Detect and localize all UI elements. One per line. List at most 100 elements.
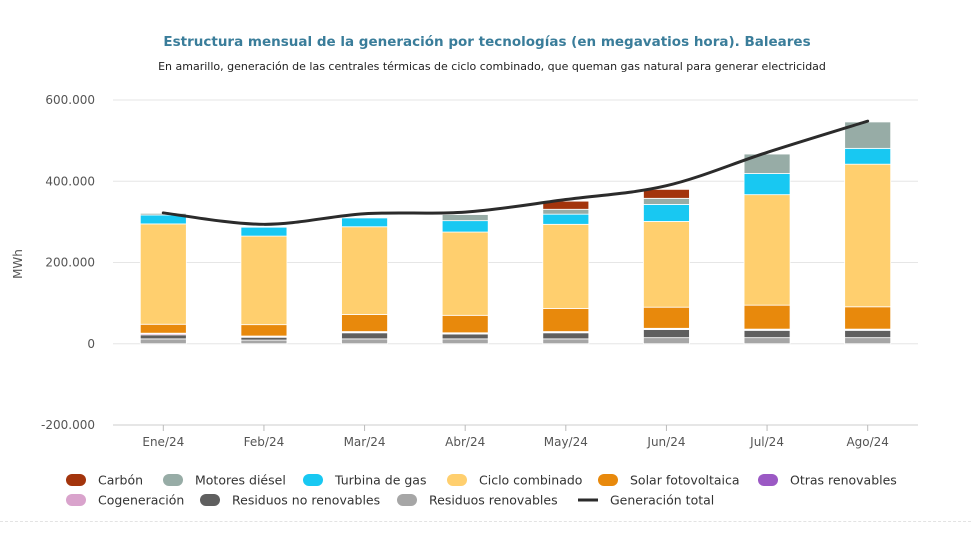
x-tick-label: Ene/24 xyxy=(142,435,184,449)
bar-stack xyxy=(542,200,590,345)
legend-label: Carbón xyxy=(98,473,143,488)
bar-segment xyxy=(643,221,690,308)
bar-stacks xyxy=(139,121,892,345)
bar-segment xyxy=(341,314,388,332)
chart-subtitle: En amarillo, generación de las centrales… xyxy=(158,60,826,73)
bar-segment xyxy=(643,204,690,222)
bar-segment xyxy=(743,304,791,330)
legend-label: Otras renovables xyxy=(790,473,897,488)
legend-item[interactable]: Residuos no renovables xyxy=(200,493,380,508)
bar-segment xyxy=(844,329,892,339)
bar-segment xyxy=(643,197,690,205)
bar-stack xyxy=(441,214,489,345)
legend-item[interactable]: Generación total xyxy=(578,493,714,508)
legend-item[interactable]: Solar fotovoltaica xyxy=(598,473,740,488)
y-tick-label: 200.000 xyxy=(45,256,95,270)
legend-swatch xyxy=(397,494,417,506)
bar-segment xyxy=(844,163,892,308)
bar-segment xyxy=(341,216,388,219)
bottom-divider xyxy=(0,521,971,522)
bar-segment xyxy=(542,308,590,332)
bar-stack xyxy=(341,216,388,345)
grid-lines xyxy=(113,99,918,426)
legend-label: Residuos renovables xyxy=(429,493,558,508)
x-tick-label: Ago/24 xyxy=(846,435,888,449)
legend-label: Ciclo combinado xyxy=(479,473,582,488)
legend-label: Turbina de gas xyxy=(334,473,426,488)
bar-segment xyxy=(441,231,489,316)
bar-segment xyxy=(441,314,489,334)
legend-label: Cogeneración xyxy=(98,493,184,508)
x-tick-label: Mar/24 xyxy=(344,435,386,449)
bar-segment xyxy=(441,214,489,222)
y-tick-label: 0 xyxy=(87,337,95,351)
bar-segment xyxy=(341,338,388,345)
bar-segment xyxy=(139,334,187,340)
y-tick-label: -200.000 xyxy=(41,418,95,432)
legend-label: Residuos no renovables xyxy=(232,493,380,508)
legend-swatch xyxy=(447,474,467,486)
legend-swatch xyxy=(598,474,618,486)
bar-segment xyxy=(643,306,690,329)
bar-segment xyxy=(643,329,690,339)
legend-item[interactable]: Residuos renovables xyxy=(397,493,558,508)
bar-segment xyxy=(139,223,187,325)
bar-segment xyxy=(844,337,892,345)
bar-segment xyxy=(139,338,187,345)
total-line-layer xyxy=(161,119,870,226)
legend: Carbón Motores diésel Turbina de gas Ciclo … xyxy=(66,473,897,508)
bar-segment xyxy=(139,323,187,334)
bar-segment xyxy=(743,173,791,196)
legend-label: Motores diésel xyxy=(195,473,286,488)
total-line xyxy=(161,119,870,226)
bar-segment xyxy=(341,226,388,315)
y-axis-ticks: -200.000 0 200.000 400.000 600.000 xyxy=(41,93,95,432)
bar-segment xyxy=(643,188,690,199)
x-tick-label: Jun/24 xyxy=(646,435,685,449)
legend-swatch xyxy=(66,494,86,506)
bar-stack xyxy=(844,121,892,345)
bar-segment xyxy=(844,306,892,330)
legend-swatch xyxy=(66,474,86,486)
legend-item[interactable]: Carbón xyxy=(66,473,143,488)
chart-title: Estructura mensual de la generación por … xyxy=(163,34,810,50)
bar-segment xyxy=(542,213,590,225)
bar-stack xyxy=(139,212,187,345)
bar-segment xyxy=(441,333,489,340)
legend-item[interactable]: Cogeneración xyxy=(66,493,184,508)
bar-segment xyxy=(341,217,388,228)
bar-segment xyxy=(441,338,489,345)
y-tick-label: 400.000 xyxy=(45,174,95,188)
bar-segment xyxy=(240,336,288,341)
bar-segment xyxy=(542,223,590,309)
bar-segment xyxy=(542,332,590,340)
bar-segment xyxy=(743,153,791,174)
bar-segment xyxy=(743,337,791,345)
x-tick-label: May/24 xyxy=(544,435,588,449)
legend-item[interactable]: Motores diésel xyxy=(163,473,286,488)
bar-segment xyxy=(743,329,791,339)
legend-label: Generación total xyxy=(610,493,714,508)
bar-segment xyxy=(743,194,791,306)
bar-stack xyxy=(743,153,791,345)
bar-segment xyxy=(240,339,288,345)
bar-segment xyxy=(240,324,288,337)
bar-segment xyxy=(542,338,590,345)
x-axis: Ene/24 Feb/24 Mar/24 Abr/24 May/24 Jun/24 Jul/… xyxy=(113,424,918,449)
y-axis-label: MWh xyxy=(11,249,25,279)
bar-segment xyxy=(341,332,388,340)
legend-swatch xyxy=(758,474,778,486)
legend-line-swatch xyxy=(578,498,598,502)
legend-item[interactable]: Turbina de gas xyxy=(303,473,426,488)
legend-item[interactable]: Otras renovables xyxy=(758,473,897,488)
legend-swatch xyxy=(163,474,183,486)
legend-swatch xyxy=(200,494,220,506)
bar-segment xyxy=(240,226,288,237)
x-tick-label: Feb/24 xyxy=(244,435,285,449)
legend-item[interactable]: Ciclo combinado xyxy=(447,473,582,488)
bar-segment xyxy=(643,337,690,345)
x-tick-label: Abr/24 xyxy=(445,435,485,449)
x-tick-label: Jul/24 xyxy=(749,435,784,449)
bar-stack xyxy=(643,188,690,345)
